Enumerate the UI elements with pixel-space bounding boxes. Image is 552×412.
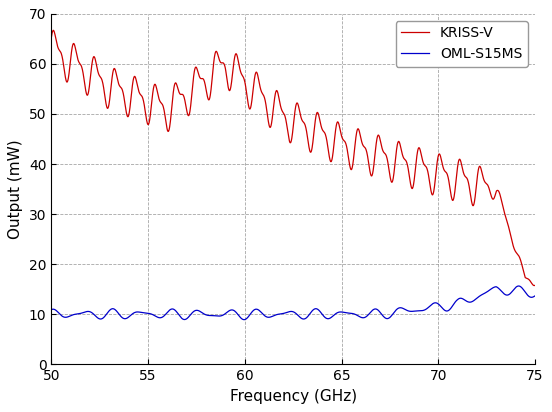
- KRISS-V: [531, 283, 538, 288]
- OML-S15MS: [241, 317, 247, 322]
- OML-S15MS: [429, 302, 436, 307]
- OML-S15MS: [516, 283, 522, 288]
- Line: KRISS-V: KRISS-V: [51, 30, 535, 286]
- KRISS-V: [532, 283, 538, 288]
- OML-S15MS: [518, 285, 524, 290]
- Line: OML-S15MS: OML-S15MS: [51, 286, 535, 320]
- KRISS-V: [48, 35, 55, 40]
- KRISS-V: [518, 259, 524, 264]
- OML-S15MS: [270, 313, 277, 318]
- OML-S15MS: [73, 311, 79, 316]
- KRISS-V: [518, 260, 524, 265]
- KRISS-V: [283, 122, 290, 127]
- X-axis label: Frequency (GHz): Frequency (GHz): [230, 389, 357, 404]
- KRISS-V: [270, 101, 277, 106]
- KRISS-V: [50, 28, 57, 33]
- KRISS-V: [73, 50, 79, 55]
- Y-axis label: Output (mW): Output (mW): [8, 139, 23, 239]
- Legend: KRISS-V, OML-S15MS: KRISS-V, OML-S15MS: [396, 21, 528, 67]
- OML-S15MS: [532, 293, 538, 298]
- OML-S15MS: [48, 307, 55, 312]
- OML-S15MS: [283, 310, 290, 315]
- OML-S15MS: [518, 285, 525, 290]
- KRISS-V: [429, 192, 436, 197]
